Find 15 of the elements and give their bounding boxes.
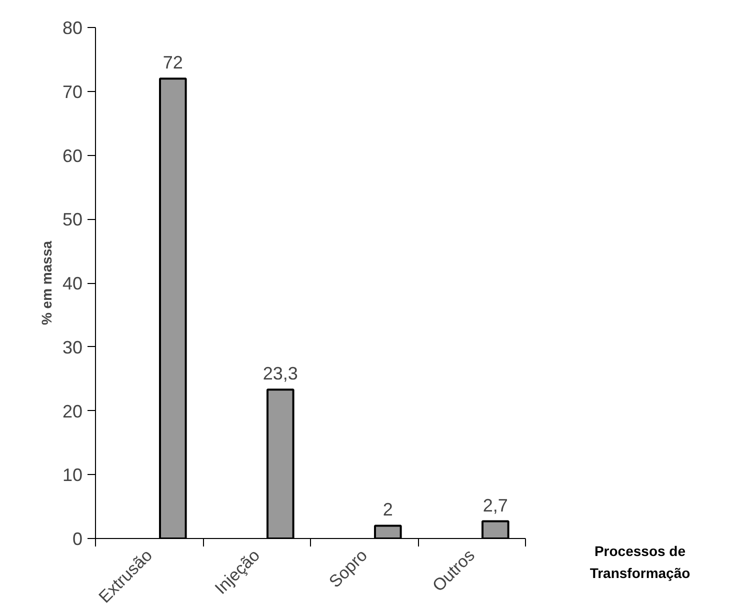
y-tick-label: 70 xyxy=(62,82,83,102)
y-tick-label: 60 xyxy=(62,146,83,166)
y-tick-label: 0 xyxy=(72,529,83,549)
y-tick-label: 40 xyxy=(62,274,83,294)
data-label: 2,7 xyxy=(482,495,508,516)
data-label: 23,3 xyxy=(262,364,298,384)
data-label: 72 xyxy=(162,52,183,73)
y-axis-title: % em massa xyxy=(38,240,54,326)
data-label: 2 xyxy=(382,500,393,520)
x-axis-title: Processos de Transformação xyxy=(588,542,692,584)
y-tick-label: 10 xyxy=(62,465,83,486)
y-tick-label: 20 xyxy=(62,401,83,422)
y-tick-label: 30 xyxy=(62,337,83,358)
y-tick-label: 50 xyxy=(62,210,83,230)
y-tick-label: 80 xyxy=(62,18,83,38)
